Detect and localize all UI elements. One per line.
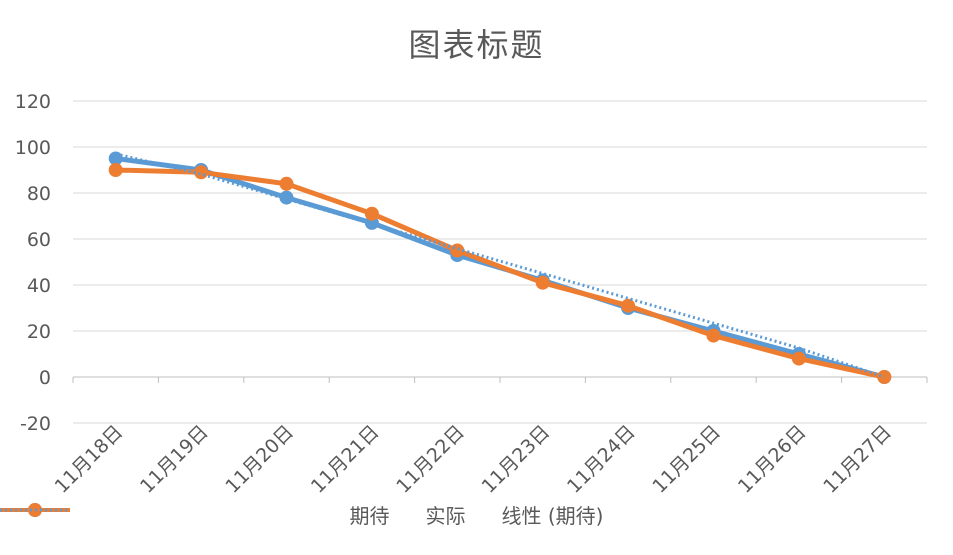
chart-title: 图表标题 [408,26,545,64]
data-point-1 [194,165,209,180]
legend-swatch-trendline [0,508,70,512]
x-tick-label: 11月18日 [51,421,128,498]
y-tick-label: -20 [20,413,51,435]
legend-item-actual: 实际 [0,500,466,529]
x-tick-label: 11月19日 [136,421,213,498]
data-point-1 [535,275,550,290]
data-point-1 [450,243,465,258]
data-point-1 [621,298,636,313]
y-tick-label: 60 [27,229,51,251]
y-tick-label: 120 [15,91,51,113]
legend-item-trendline: 线性 (期待) [0,500,604,529]
x-tick-label: 11月23日 [478,421,555,498]
data-point-1 [791,351,806,366]
x-tick-label: 11月24日 [563,421,640,498]
legend-item-expected: 期待 [0,500,390,529]
y-tick-label: 0 [39,367,51,389]
data-point-1 [279,176,294,191]
data-point-1 [364,206,379,221]
series-line-trendline [115,152,885,379]
x-tick-label: 11月20日 [221,421,298,498]
x-tick-label: 11月22日 [392,421,469,498]
data-point-1 [108,163,123,177]
chart-legend: 期待 实际 线性 (期待) [0,500,953,529]
series-line-1 [113,167,887,380]
y-tick-label: 80 [27,183,51,205]
y-tick-label: 100 [15,137,51,159]
data-point-1 [706,328,721,343]
y-tick-label: 40 [27,275,51,297]
x-tick-label: 11月27日 [819,421,896,498]
x-tick-label: 11月26日 [734,421,811,498]
y-tick-label: 20 [27,321,51,343]
data-point-0 [108,151,123,166]
x-tick-label: 11月21日 [307,421,384,498]
legend-label-actual: 实际 [425,504,466,528]
legend-label-trendline: 线性 (期待) [501,504,604,528]
legend-label-expected: 期待 [349,504,390,528]
x-tick-label: 11月25日 [648,421,725,498]
